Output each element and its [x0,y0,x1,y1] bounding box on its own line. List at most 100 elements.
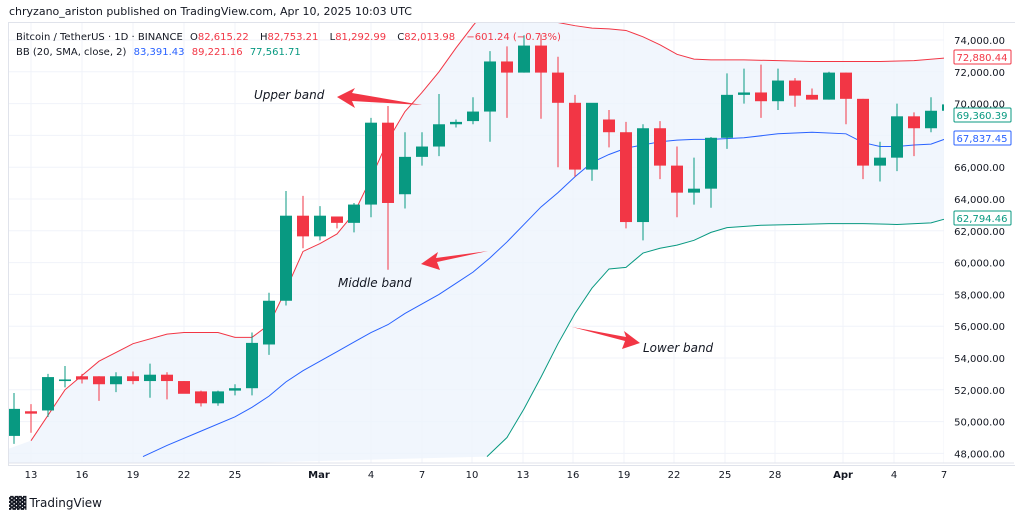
candle-body[interactable] [586,102,598,170]
candle-body[interactable] [874,157,886,166]
lower-band-arrow-icon [572,327,640,349]
open-label: O [190,32,198,43]
brand-name: TradingView [29,496,102,510]
candle-body[interactable] [501,61,513,73]
upper-band-arrow-icon [337,88,422,108]
candle-body[interactable] [738,92,750,95]
candle-body[interactable] [518,45,530,73]
y-tick-label: 72,000.00 [954,68,1005,79]
candle-body[interactable] [93,376,105,385]
candle-body[interactable] [246,342,258,389]
x-tick-label: 28 [769,470,782,481]
y-tick-label: 56,000.00 [954,322,1005,333]
x-tick-label: 22 [178,470,191,481]
candle-body[interactable] [857,98,869,166]
candle-body[interactable] [688,188,700,193]
candle-body[interactable] [450,121,462,125]
candle-body[interactable] [59,379,71,382]
candle-body[interactable] [195,391,207,404]
candle-body[interactable] [772,80,784,102]
svg-text:62,794.46: 62,794.46 [957,214,1008,225]
symbol-label[interactable]: Bitcoin / TetherUS · 1D · BINANCE [16,32,183,43]
x-tick-label: 16 [76,470,89,481]
candle-body[interactable] [484,61,496,112]
y-tick-label: 58,000.00 [954,290,1005,301]
y-tick-label: 62,000.00 [954,227,1005,238]
candle-body[interactable] [382,122,394,203]
candle-body[interactable] [705,137,717,189]
x-tick-label: 19 [618,470,631,481]
candle-body[interactable] [925,110,937,129]
candle-body[interactable] [806,94,818,100]
svg-text:72,880.44: 72,880.44 [957,53,1008,64]
candle-body[interactable] [263,300,275,345]
x-tick-label: 16 [567,470,580,481]
candle-body[interactable] [823,72,835,100]
candle-body[interactable] [280,215,292,301]
candle-body[interactable] [178,381,190,394]
svg-text:67,837.45: 67,837.45 [957,134,1008,145]
candle-body[interactable] [654,128,666,166]
y-tick-label: 54,000.00 [954,354,1005,365]
price-label [953,130,1012,146]
x-tick-label: Apr [833,470,853,481]
candle-body[interactable] [297,215,309,237]
candle-body[interactable] [416,146,428,157]
candle-body[interactable] [942,104,954,111]
price-label [953,49,1012,65]
candle-body[interactable] [891,116,903,158]
middle-band-arrow-icon [421,251,488,270]
candle-body[interactable] [535,45,547,73]
candle-body[interactable] [331,216,343,223]
bb-label[interactable]: BB (20, SMA, close, 2) [16,47,127,58]
low-value: 81,292.99 [335,32,387,43]
bb-lower-value: 77,561.71 [249,47,301,58]
candle-body[interactable] [552,72,564,103]
bb-row: BB (20, SMA, close, 2) 83,391.43 89,221.… [16,45,565,60]
x-tick-label: 7 [419,470,425,481]
candle-body[interactable] [637,128,649,223]
candle-body[interactable] [365,122,377,205]
candle-body[interactable] [433,124,445,147]
candle-body[interactable] [8,408,20,436]
candle-body[interactable] [212,391,224,404]
x-tick-label: 4 [368,470,374,481]
candle-body[interactable] [161,374,173,382]
x-tick-label: 4 [891,470,897,481]
chart-frame [8,22,1015,466]
candle-body[interactable] [144,374,156,382]
candle-body[interactable] [603,119,615,133]
candle-body[interactable] [789,80,801,96]
published-caption: chryzano_ariston published on TradingVie… [9,5,412,18]
y-tick-label: 66,000.00 [954,163,1005,174]
candle-body[interactable] [569,102,581,170]
candle-body[interactable] [671,165,683,193]
candle-body[interactable] [42,377,54,411]
price-label [953,107,1012,123]
bb-upper-value: 89,221.16 [191,47,243,58]
candle-body[interactable] [110,376,122,385]
candle-body[interactable] [467,111,479,122]
bb-basis-value: 83,391.43 [133,47,185,58]
open-value: 82,615.22 [197,32,249,43]
annotation-label-2: Lower band [643,341,714,355]
close-label: C [397,32,405,43]
candle-body[interactable] [721,94,733,138]
candle-body[interactable] [25,411,37,414]
candle-body[interactable] [229,388,241,391]
close-value: 82,013.98 [404,32,456,43]
candle-body[interactable] [314,215,326,237]
candle-body[interactable] [348,204,360,223]
candle-body[interactable] [908,116,920,129]
candle-body[interactable] [399,156,411,195]
candle-body[interactable] [840,72,852,99]
candle-body[interactable] [127,376,139,382]
y-tick-label: 74,000.00 [954,36,1005,47]
chart-legend: Bitcoin / TetherUS · 1D · BINANCE O82,61… [16,30,565,60]
ohlc-row: Bitcoin / TetherUS · 1D · BINANCE O82,61… [16,30,565,45]
candle-body[interactable] [620,132,632,223]
candle-body[interactable] [755,92,767,102]
candle-body[interactable] [76,376,88,380]
svg-text:69,360.39: 69,360.39 [957,111,1008,122]
